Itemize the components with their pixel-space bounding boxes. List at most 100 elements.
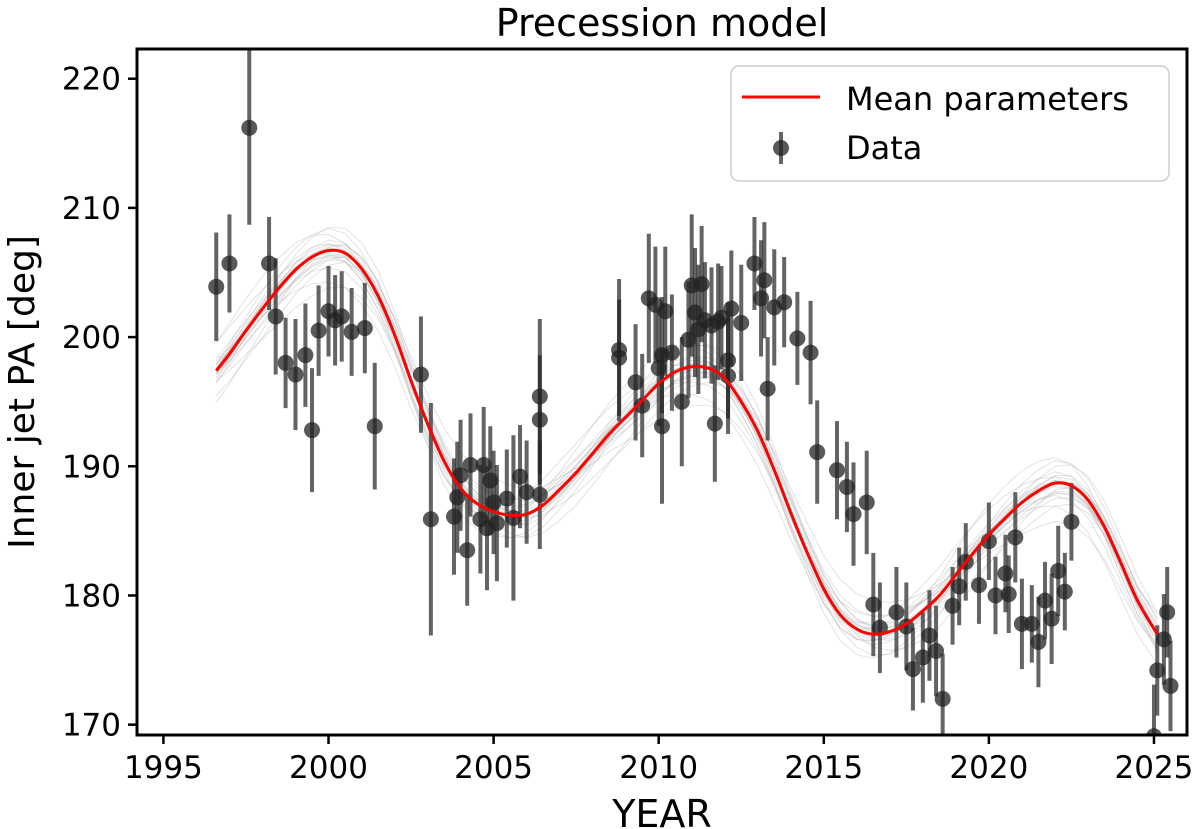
data-point — [970, 546, 987, 624]
data-marker — [241, 119, 258, 136]
legend-frame — [730, 65, 1170, 182]
x-tick-label: 2025 — [1115, 750, 1194, 786]
data-point — [1037, 561, 1054, 640]
chart-title: Precession model — [496, 1, 829, 45]
data-marker — [267, 308, 284, 325]
data-point — [1162, 640, 1179, 732]
data-marker — [858, 494, 875, 511]
data-point — [267, 258, 284, 375]
data-marker — [928, 643, 945, 660]
data-marker — [208, 278, 225, 295]
data-point — [343, 288, 360, 376]
x-tick-label: 2010 — [619, 750, 698, 786]
plot-area — [208, 49, 1179, 735]
data-point — [627, 324, 644, 441]
legend-data-label: Data — [846, 129, 922, 167]
x-tick-label: 2005 — [454, 750, 533, 786]
data-point — [297, 303, 314, 407]
data-point — [1056, 552, 1073, 631]
data-point — [277, 317, 294, 409]
data-point — [518, 440, 535, 544]
data-marker — [888, 604, 905, 621]
data-marker — [261, 255, 278, 272]
data-marker — [221, 255, 238, 272]
data-point — [914, 612, 931, 703]
data-marker — [531, 411, 548, 428]
data-marker — [611, 342, 628, 359]
data-point — [531, 440, 548, 549]
data-marker — [693, 276, 710, 293]
data-point — [663, 294, 680, 411]
x-axis-ticks: 1995 2000 2005 2010 2015 2020 2025 — [124, 735, 1193, 786]
data-marker — [987, 587, 1004, 604]
data-marker — [412, 366, 429, 383]
data-marker — [756, 272, 773, 289]
y-tick-label: 170 — [62, 708, 121, 744]
data-marker — [518, 484, 535, 501]
data-marker — [422, 511, 439, 528]
data-point — [512, 424, 529, 529]
data-point — [928, 605, 945, 697]
data-marker — [1000, 586, 1017, 603]
data-marker — [838, 478, 855, 495]
data-point — [776, 256, 793, 348]
data-marker — [1063, 513, 1080, 530]
x-tick-label: 2015 — [784, 750, 863, 786]
data-marker — [1162, 677, 1179, 694]
data-point — [673, 337, 690, 467]
data-marker — [921, 627, 938, 644]
data-point — [412, 316, 429, 433]
data-marker — [1159, 604, 1176, 621]
data-marker — [1050, 562, 1067, 579]
data-point — [1030, 596, 1047, 688]
data-point — [1063, 483, 1080, 561]
data-point — [488, 464, 505, 582]
data-marker — [277, 354, 294, 371]
data-marker — [746, 255, 763, 272]
data-point — [221, 214, 238, 313]
data-marker — [462, 456, 479, 473]
data-marker — [970, 577, 987, 594]
data-point — [733, 264, 750, 382]
y-axis-label: Inner jet PA [deg] — [2, 235, 43, 549]
data-marker — [310, 322, 327, 339]
data-point — [934, 653, 951, 735]
data-marker — [366, 418, 383, 435]
data-point — [356, 282, 373, 374]
data-marker — [829, 462, 845, 479]
data-point — [888, 567, 905, 658]
data-marker — [512, 468, 529, 485]
data-point — [1050, 525, 1067, 617]
data-marker — [663, 344, 680, 361]
data-marker — [753, 290, 770, 307]
data-marker — [809, 444, 826, 461]
data-point — [1000, 555, 1017, 633]
data-point — [789, 291, 806, 385]
data-marker — [706, 415, 723, 432]
data-marker — [951, 578, 968, 595]
data-marker — [673, 393, 690, 410]
data-point — [422, 402, 439, 636]
data-marker — [343, 323, 360, 340]
data-point — [706, 365, 723, 482]
data-marker — [1023, 615, 1040, 632]
data-marker — [459, 542, 476, 559]
data-marker — [1037, 592, 1054, 609]
data-point — [611, 278, 628, 422]
data-point — [498, 449, 515, 548]
data-point — [1043, 573, 1060, 664]
data-point — [845, 462, 862, 566]
data-point — [333, 271, 350, 362]
data-marker — [1007, 529, 1024, 546]
data-marker — [802, 344, 819, 361]
data-marker — [723, 300, 740, 317]
y-tick-label: 180 — [62, 578, 121, 614]
data-point — [865, 552, 882, 657]
data-marker — [733, 314, 750, 331]
data-point — [634, 353, 651, 458]
data-point — [208, 232, 225, 341]
plot-frame — [135, 47, 1189, 737]
data-marker — [498, 490, 515, 507]
legend: Mean parameters Data — [730, 65, 1170, 182]
